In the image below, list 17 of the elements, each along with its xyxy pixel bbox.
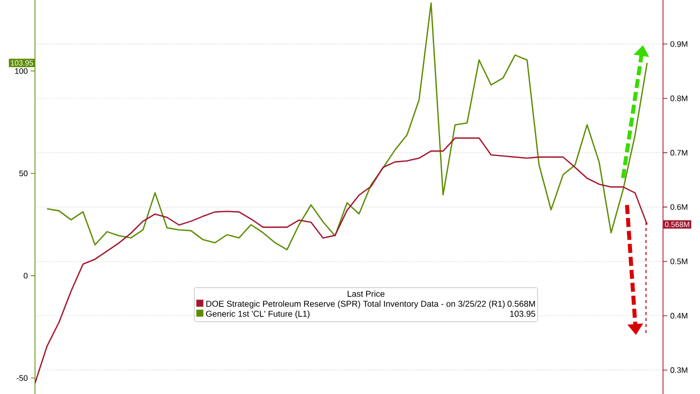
y2-tick-label: 0.6M xyxy=(670,204,688,210)
annotation: 103.95 xyxy=(510,310,536,317)
y-tick-label: 50 xyxy=(19,170,28,176)
legend-label: Generic 1st 'CL' Future (L1) xyxy=(206,310,310,318)
y2-tick-label: 0.5M xyxy=(670,258,688,264)
y2-tick-label: 0.9M xyxy=(670,41,688,47)
y-tick-label: -50 xyxy=(16,375,28,381)
y2-tick-label: 0.7M xyxy=(670,150,688,156)
legend-label: DOE Strategic Petroleum Reserve (SPR) Total Inventory Data - on 3/25/22 (R1) xyxy=(206,300,505,308)
y-tick-label: 0 xyxy=(24,272,28,279)
line-series xyxy=(46,2,648,250)
y2-tick-label: 0.4M xyxy=(670,312,688,319)
y2-tick-label: 0.8M xyxy=(670,96,688,102)
annotation: 0.568M xyxy=(508,300,535,307)
y2-tick-label: 0.3M xyxy=(670,367,688,373)
y-tick-label: 100 xyxy=(15,68,28,74)
legend-title: Last Price xyxy=(348,290,384,297)
